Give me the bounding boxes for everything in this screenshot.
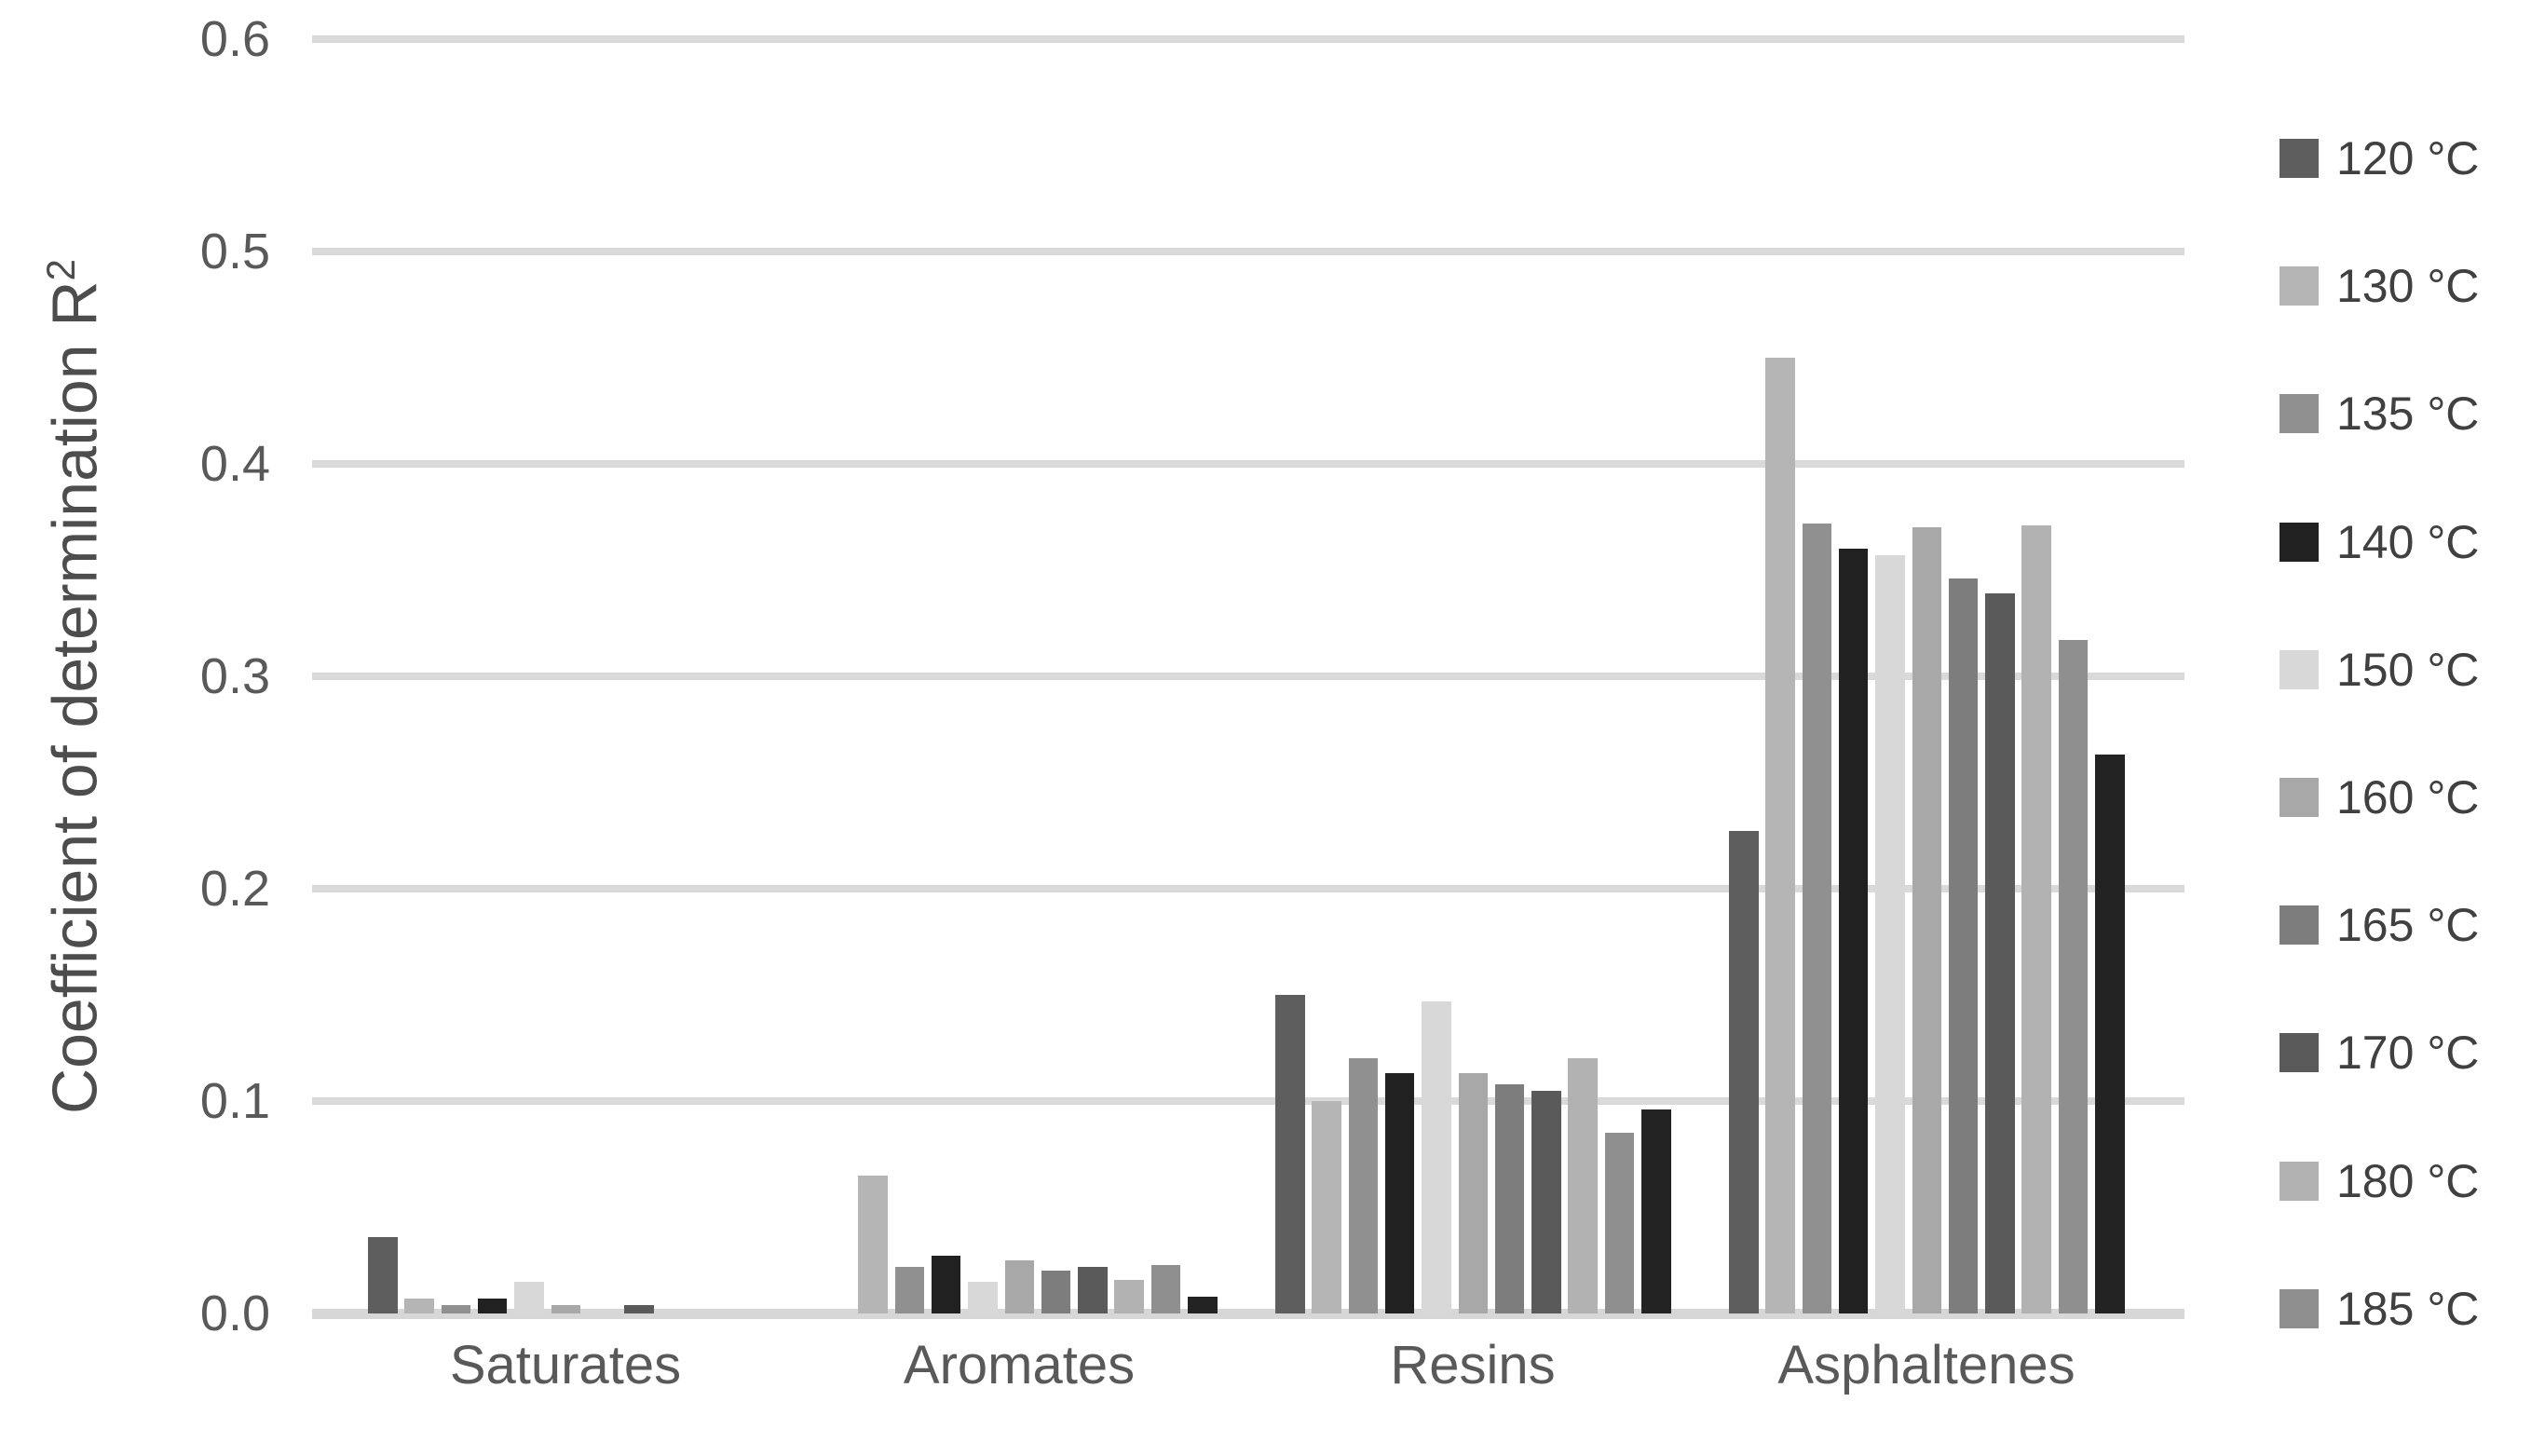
- legend-item: 140 °C: [2280, 513, 2479, 571]
- bar: [894, 1266, 925, 1313]
- category-label: Aromates: [903, 1335, 1136, 1395]
- y-tick-label: 0.2: [199, 861, 270, 917]
- bar: [1875, 555, 1905, 1313]
- legend-swatch: [2280, 139, 2319, 178]
- y-tick-label: 0.3: [199, 648, 270, 704]
- legend-label: 130 °C: [2336, 260, 2480, 312]
- gridline: [312, 673, 2184, 680]
- legend-swatch: [2280, 1033, 2319, 1072]
- bar: [1568, 1058, 1598, 1313]
- legend-item: 160 °C: [2280, 769, 2479, 826]
- bar: [968, 1281, 998, 1313]
- legend-item: 170 °C: [2280, 1024, 2479, 1082]
- gridline: [312, 1097, 2184, 1105]
- y-tick-label: 0.6: [199, 11, 270, 67]
- bar: [1188, 1296, 1218, 1313]
- legend-label: 150 °C: [2336, 644, 2480, 696]
- bar: [931, 1256, 961, 1313]
- legend-label: 165 °C: [2336, 899, 2480, 951]
- bar: [1985, 593, 2015, 1313]
- bar: [1948, 578, 1979, 1313]
- legend-label: 170 °C: [2336, 1027, 2480, 1079]
- legend-swatch: [2280, 394, 2319, 433]
- category-label: Asphaltenes: [1777, 1335, 2075, 1395]
- bar: [1802, 523, 1832, 1313]
- legend-swatch: [2280, 1162, 2319, 1201]
- legend-item: 130 °C: [2280, 257, 2479, 315]
- y-tick-label: 0.1: [199, 1073, 270, 1129]
- legend-label: 135 °C: [2336, 388, 2480, 440]
- bar: [858, 1175, 888, 1313]
- legend-label: 120 °C: [2336, 132, 2480, 184]
- bar: [551, 1304, 580, 1313]
- gridline: [312, 885, 2184, 892]
- legend-label: 180 °C: [2336, 1155, 2480, 1207]
- bar: [1494, 1083, 1525, 1313]
- bar: [1458, 1073, 1488, 1313]
- bar: [1912, 527, 1941, 1313]
- legend-label: 140 °C: [2336, 516, 2480, 568]
- y-tick-label: 0.0: [199, 1286, 270, 1341]
- y-tick-label: 0.5: [199, 224, 270, 279]
- bar: [1531, 1090, 1561, 1313]
- legend-swatch: [2280, 266, 2319, 306]
- legend-item: 165 °C: [2280, 896, 2479, 954]
- gridline: [312, 460, 2184, 468]
- y-tick-label: 0.4: [199, 436, 270, 492]
- bar: [1150, 1264, 1181, 1313]
- bar: [1078, 1266, 1108, 1313]
- legend-item: 120 °C: [2280, 129, 2479, 187]
- legend-swatch: [2280, 1289, 2319, 1328]
- category-label: Saturates: [449, 1335, 682, 1395]
- legend-item: 135 °C: [2280, 385, 2479, 442]
- x-axis-line: [312, 1309, 2184, 1319]
- gridline: [312, 35, 2184, 43]
- legend-swatch: [2280, 778, 2319, 817]
- bar: [1765, 358, 1795, 1313]
- legend-swatch: [2280, 523, 2319, 562]
- bar: [1041, 1271, 1071, 1313]
- legend-label: 160 °C: [2336, 771, 2480, 823]
- legend-item: 150 °C: [2280, 641, 2479, 699]
- legend-swatch: [2280, 905, 2319, 945]
- bar: [1641, 1109, 1671, 1313]
- bar: [368, 1236, 398, 1313]
- legend-item: 180 °C: [2280, 1152, 2479, 1210]
- bar: [1422, 1000, 1451, 1313]
- legend-label: 185 °C: [2336, 1283, 2480, 1335]
- bar: [2021, 525, 2051, 1313]
- legend-item: 185 °C: [2280, 1280, 2479, 1338]
- bar: [624, 1304, 654, 1313]
- bar: [1604, 1133, 1635, 1313]
- gridline: [312, 248, 2184, 255]
- bar: [514, 1281, 544, 1313]
- bar: [1312, 1101, 1341, 1313]
- bar: [1275, 995, 1305, 1313]
- bar: [2095, 755, 2125, 1313]
- bar: [441, 1304, 471, 1313]
- bar: [1004, 1260, 1034, 1313]
- bar: [1114, 1279, 1144, 1313]
- bar: [477, 1299, 508, 1313]
- bar: [1384, 1073, 1415, 1313]
- bar: [404, 1299, 434, 1313]
- bar: [2058, 640, 2089, 1313]
- category-label: Resins: [1390, 1335, 1556, 1395]
- legend-swatch: [2280, 650, 2319, 689]
- bar: [1838, 549, 1869, 1313]
- bar: [1729, 831, 1759, 1313]
- bar: [1348, 1058, 1379, 1313]
- plot-area: [312, 35, 2184, 1319]
